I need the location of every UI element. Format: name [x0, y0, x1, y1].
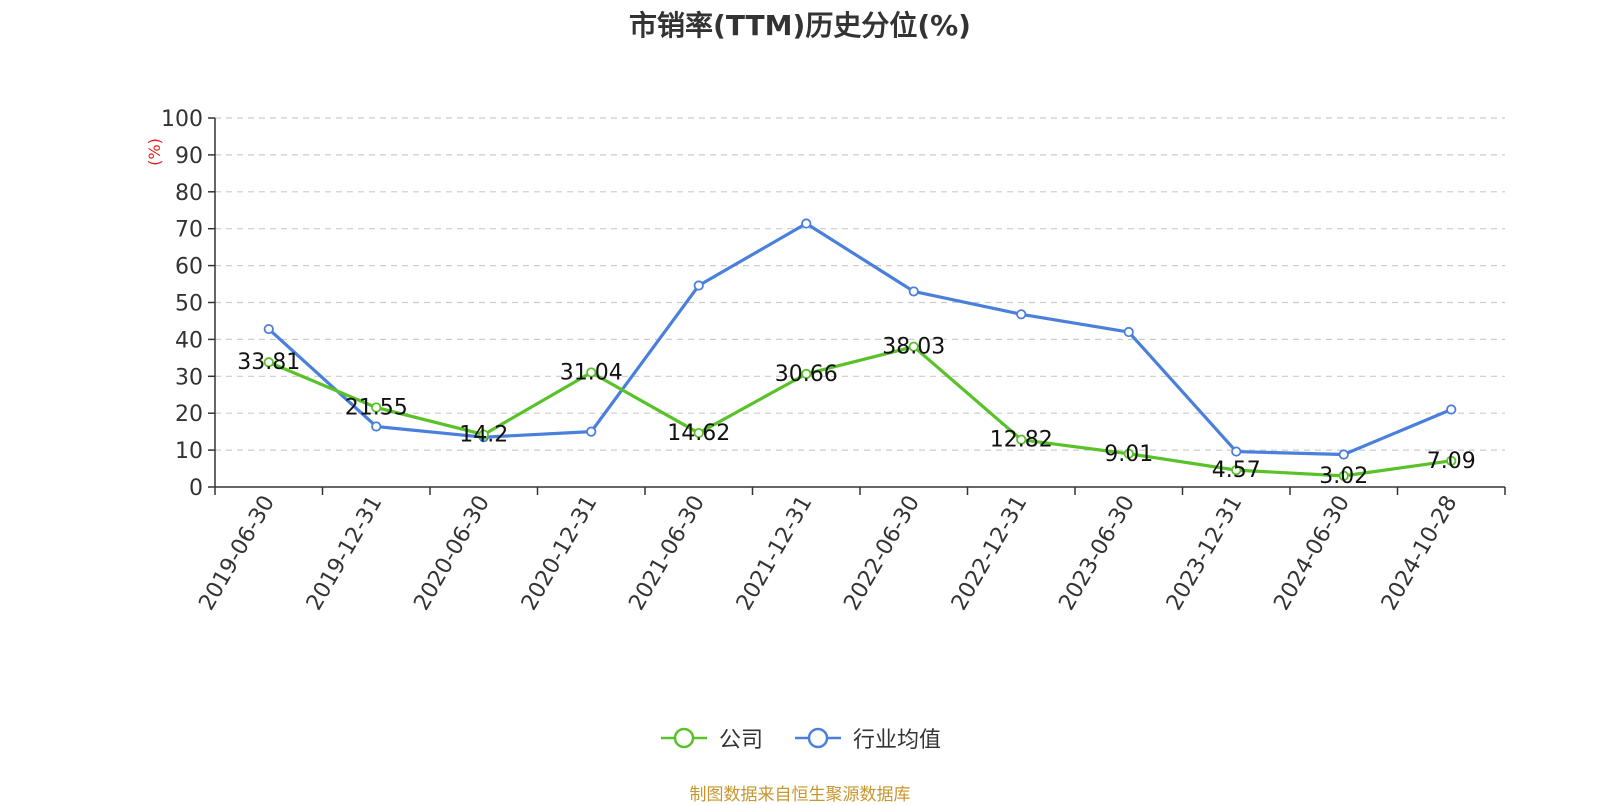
data-label: 14.2: [459, 423, 508, 448]
data-label: 31.04: [560, 360, 623, 385]
data-label: 9.01: [1104, 442, 1153, 467]
data-point-0: [478, 429, 489, 440]
x-tick-label: 2021-06-30: [624, 492, 710, 615]
series-line-1: [267, 221, 1452, 457]
data-labels: 33.81 21.55 14.2 31.04 14.62 30.66 38.03 12.82 9…: [237, 335, 1475, 489]
data-point-0: [1016, 434, 1027, 445]
x-tick-label: 2020-12-31: [517, 492, 603, 615]
legend-industry-label: 行业均值: [853, 728, 942, 753]
legend-item-company[interactable]: 公司: [659, 722, 763, 754]
data-point-1: [586, 426, 597, 437]
x-tick-label: 2024-06-30: [1269, 492, 1355, 615]
y-tick-label: 70: [175, 218, 203, 243]
series-lines: [263, 218, 1457, 481]
x-tick-label: 2020-06-30: [409, 492, 495, 615]
data-label: 3.02: [1319, 464, 1368, 489]
axes: 0 10 20 30 40 50 60 70 80 90 100 (%) 2019-06-30 2019-…: [145, 107, 1506, 615]
data-point-0: [1231, 465, 1242, 476]
data-point-1: [1123, 326, 1134, 338]
data-point-0: [1446, 455, 1457, 466]
data-point-1: [1016, 309, 1027, 320]
data-label: 21.55: [345, 395, 408, 420]
y-axis-label: (%): [145, 138, 164, 166]
data-point-0: [263, 357, 274, 368]
x-tick-label: 2019-12-31: [302, 492, 388, 615]
data-label: 30.66: [775, 362, 838, 387]
y-tick-label: 50: [175, 292, 203, 317]
x-tick-label: 2023-06-30: [1054, 492, 1140, 615]
data-point-0: [693, 427, 704, 439]
data-point-1: [263, 323, 274, 335]
x-tick-label: 2022-06-30: [839, 492, 925, 615]
chart-title: 市销率(TTM)历史分位(%): [629, 9, 971, 42]
data-label: 14.62: [667, 421, 730, 446]
y-tick-label: 60: [175, 255, 203, 280]
legend-company-line-icon: [660, 727, 707, 749]
data-label: 12.82: [990, 428, 1053, 453]
legend-item-industry-average[interactable]: 行业均值: [793, 722, 941, 754]
data-point-0: [1338, 470, 1349, 481]
y-tick-label: 80: [175, 181, 203, 206]
data-point-0: [801, 368, 812, 379]
data-point-0: [586, 367, 597, 378]
data-point-1: [908, 286, 919, 297]
x-tick-label: 2019-06-30: [194, 492, 280, 615]
y-tick-label: 40: [175, 328, 203, 353]
data-label: 33.81: [237, 350, 300, 375]
series-line-0: [268, 345, 1452, 478]
legend-industry-line-icon: [795, 727, 841, 749]
data-point-0: [371, 402, 382, 413]
y-tick-label: 20: [175, 402, 203, 427]
source-note: 制图数据来自恒生聚源数据库: [689, 785, 911, 805]
y-tick-label: 0: [189, 476, 203, 501]
data-point-1: [371, 421, 382, 432]
data-point-0: [908, 341, 919, 352]
y-tick-label: 90: [175, 144, 203, 169]
x-tick-label: 2023-12-31: [1162, 492, 1248, 615]
x-tick-label: 2024-10-28: [1377, 492, 1463, 615]
data-point-0: [1123, 448, 1134, 459]
data-point-1: [1338, 449, 1349, 460]
x-tick-label: 2022-12-31: [947, 492, 1033, 615]
data-point-1: [1231, 446, 1242, 457]
data-point-1: [1446, 404, 1457, 415]
legend: 公司 行业均值: [0, 722, 1600, 754]
y-tick-label: 100: [161, 107, 203, 132]
y-tick-label: 10: [175, 439, 203, 464]
grid-lines: [215, 117, 1505, 451]
data-point-1: [801, 218, 812, 229]
x-tick-label: 2021-12-31: [732, 492, 818, 615]
y-tick-label: 30: [175, 365, 203, 390]
legend-company-label: 公司: [718, 728, 763, 753]
data-label: 38.03: [882, 335, 945, 360]
data-label: 4.57: [1212, 458, 1261, 483]
data-point-1: [693, 280, 704, 291]
data-label: 7.09: [1427, 449, 1476, 474]
